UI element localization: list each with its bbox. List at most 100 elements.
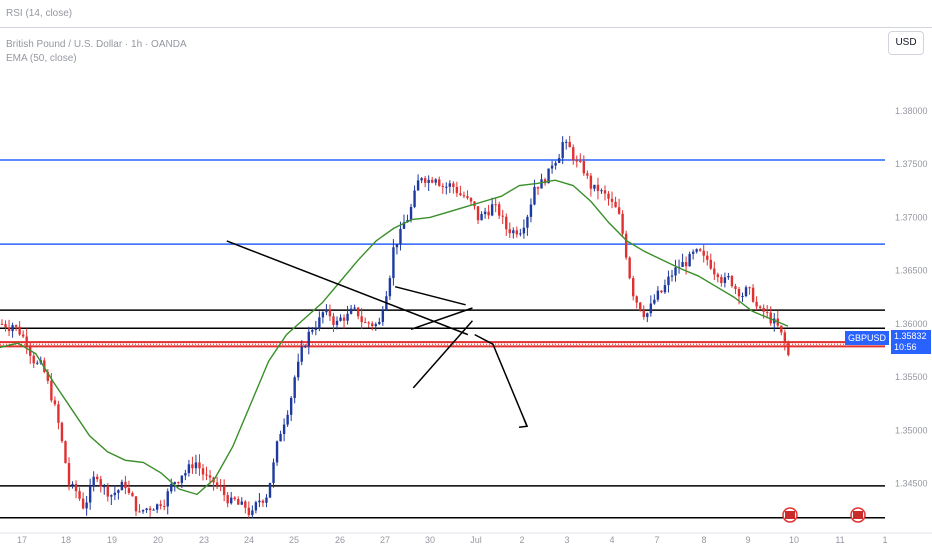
candle-body: [448, 183, 452, 187]
candle-body: [600, 190, 603, 192]
candle-body: [642, 310, 645, 317]
candle-body: [215, 482, 219, 486]
x-tick-label: 4: [609, 535, 614, 545]
candle-body: [416, 180, 420, 191]
candle-body: [60, 422, 64, 442]
candle-body: [586, 173, 589, 176]
candle-body: [92, 476, 95, 487]
candle-body: [741, 296, 744, 298]
candle-body: [698, 249, 702, 251]
candle-body: [769, 312, 772, 324]
candle-body: [684, 262, 688, 267]
candle-body: [441, 185, 444, 187]
x-tick-label: 20: [153, 535, 163, 545]
candle-body: [628, 257, 631, 279]
candle-body: [568, 141, 571, 148]
candle-body: [293, 377, 296, 399]
candle-body: [11, 325, 14, 332]
candle-body: [688, 253, 691, 267]
currency-button[interactable]: USD: [888, 31, 924, 55]
candle-body: [501, 215, 504, 217]
candle-body: [81, 498, 85, 509]
candle-body: [649, 303, 653, 314]
candle-body: [127, 488, 131, 493]
candle-body: [614, 201, 617, 208]
candle-body: [141, 509, 145, 512]
candle-body: [307, 331, 310, 347]
ema-label[interactable]: EMA (50, close): [6, 53, 77, 64]
symbol-title[interactable]: British Pound / U.S. Dollar · 1h · OANDA: [6, 39, 187, 50]
price-tag-box: 1.35832 10:56: [891, 330, 931, 354]
candle-body: [360, 316, 363, 323]
x-tick-label: 17: [17, 535, 27, 545]
candle-body: [7, 327, 11, 332]
candle-body: [110, 495, 113, 497]
trendline: [394, 285, 466, 306]
candle-body: [268, 482, 272, 498]
x-tick-label: 25: [289, 535, 299, 545]
candle-body: [219, 485, 222, 487]
candle-body: [187, 464, 191, 474]
trendline: [412, 320, 474, 389]
candle-body: [512, 230, 515, 234]
candle-body: [744, 287, 748, 297]
x-tick-label: 26: [335, 535, 345, 545]
candle-body: [420, 178, 423, 181]
candle-body: [289, 398, 293, 415]
candle-body: [624, 233, 628, 258]
rsi-label: RSI (14, close): [6, 8, 73, 19]
candle-body: [194, 462, 198, 469]
candle-body: [392, 247, 395, 279]
candle-body: [413, 190, 416, 207]
y-tick-label: 1.35500: [895, 372, 928, 382]
candle-body: [399, 228, 402, 245]
candle-body: [716, 274, 720, 278]
candle-body: [145, 508, 148, 510]
candle-body: [469, 197, 473, 202]
candle-body: [272, 462, 275, 483]
candle-body: [205, 474, 208, 476]
candle-body: [536, 186, 540, 189]
candle-body: [540, 179, 543, 189]
candle-body: [244, 501, 247, 508]
candle-body: [177, 482, 180, 484]
candle-body: [529, 204, 533, 217]
candle-body: [371, 323, 374, 327]
candle-body: [653, 299, 656, 304]
price-tag-countdown: 10:56: [894, 342, 917, 352]
candle-body: [325, 309, 328, 313]
candle-body: [356, 307, 360, 317]
candle-body: [409, 206, 413, 220]
y-tick-label: 1.37500: [895, 159, 928, 169]
candle-body: [730, 275, 734, 287]
candle-body: [321, 312, 325, 318]
candle-body: [709, 259, 712, 269]
candle-body: [579, 160, 582, 162]
candle-body: [765, 311, 769, 313]
candle-body: [522, 227, 526, 234]
candle-body: [208, 475, 212, 478]
candle-body: [508, 229, 511, 234]
candle-body: [670, 275, 674, 277]
candle-body: [14, 325, 18, 327]
y-tick-label: 1.38000: [895, 106, 928, 116]
candle-body: [543, 179, 547, 184]
y-tick-label: 1.37000: [895, 212, 928, 222]
candle-body: [85, 502, 88, 509]
trendline: [226, 240, 469, 336]
candle-body: [191, 464, 194, 469]
candle-body: [74, 484, 78, 492]
candle-body: [505, 216, 508, 230]
candle-body: [106, 486, 109, 497]
candle-body: [222, 486, 226, 496]
candle-body: [332, 316, 335, 325]
candle-body: [103, 486, 106, 488]
candle-body: [166, 491, 169, 507]
candle-body: [427, 179, 430, 183]
candle-body: [395, 244, 399, 248]
candle-body: [46, 371, 50, 381]
candle-body: [737, 288, 741, 297]
candle-body: [173, 482, 176, 484]
candle-body: [152, 509, 155, 511]
